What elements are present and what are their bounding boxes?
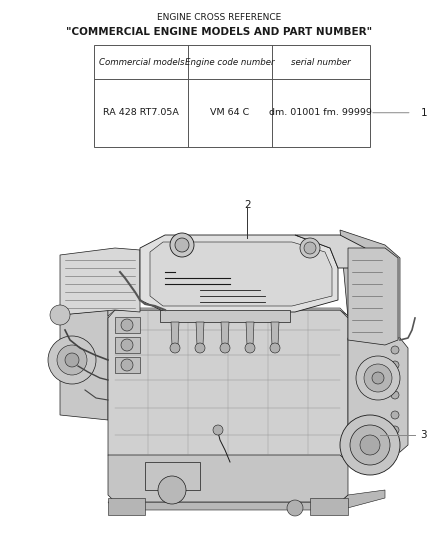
Ellipse shape bbox=[50, 305, 70, 325]
Text: 2: 2 bbox=[244, 200, 251, 210]
Bar bbox=[94, 45, 370, 147]
Polygon shape bbox=[108, 310, 348, 462]
Text: dm. 01001 fm. 99999: dm. 01001 fm. 99999 bbox=[269, 108, 372, 117]
Ellipse shape bbox=[304, 242, 316, 254]
Polygon shape bbox=[145, 462, 200, 490]
Polygon shape bbox=[115, 337, 140, 353]
Ellipse shape bbox=[350, 425, 390, 465]
Polygon shape bbox=[140, 235, 338, 312]
Ellipse shape bbox=[391, 411, 399, 419]
Ellipse shape bbox=[158, 476, 186, 504]
Polygon shape bbox=[196, 322, 204, 345]
Text: Commercial models: Commercial models bbox=[99, 58, 184, 67]
Ellipse shape bbox=[170, 233, 194, 257]
Polygon shape bbox=[28, 215, 405, 522]
Text: Engine code number: Engine code number bbox=[185, 58, 275, 67]
Polygon shape bbox=[171, 322, 179, 345]
Ellipse shape bbox=[391, 391, 399, 399]
Ellipse shape bbox=[287, 500, 303, 516]
Ellipse shape bbox=[195, 343, 205, 353]
Ellipse shape bbox=[121, 359, 133, 371]
Text: VM 64 C: VM 64 C bbox=[210, 108, 250, 117]
Text: RA 428 RT7.05A: RA 428 RT7.05A bbox=[103, 108, 179, 117]
Polygon shape bbox=[108, 308, 348, 316]
Polygon shape bbox=[295, 235, 370, 268]
Ellipse shape bbox=[245, 343, 255, 353]
Ellipse shape bbox=[170, 343, 180, 353]
Ellipse shape bbox=[220, 343, 230, 353]
Ellipse shape bbox=[48, 336, 96, 384]
Polygon shape bbox=[310, 498, 348, 515]
Polygon shape bbox=[340, 230, 400, 462]
Polygon shape bbox=[115, 357, 140, 373]
Ellipse shape bbox=[65, 353, 79, 367]
Ellipse shape bbox=[364, 364, 392, 392]
Polygon shape bbox=[60, 310, 108, 420]
Polygon shape bbox=[246, 322, 254, 345]
Polygon shape bbox=[115, 317, 140, 333]
Ellipse shape bbox=[340, 415, 400, 475]
Ellipse shape bbox=[213, 425, 223, 435]
Polygon shape bbox=[108, 490, 385, 510]
Ellipse shape bbox=[270, 343, 280, 353]
Polygon shape bbox=[150, 242, 332, 306]
Polygon shape bbox=[108, 455, 348, 502]
Polygon shape bbox=[221, 322, 229, 345]
Text: 3: 3 bbox=[420, 430, 427, 440]
Ellipse shape bbox=[121, 319, 133, 331]
Text: serial number: serial number bbox=[291, 58, 351, 67]
Ellipse shape bbox=[57, 345, 87, 375]
Text: "COMMERCIAL ENGINE MODELS AND PART NUMBER": "COMMERCIAL ENGINE MODELS AND PART NUMBE… bbox=[66, 27, 372, 37]
Ellipse shape bbox=[391, 346, 399, 354]
Text: 1: 1 bbox=[420, 108, 427, 118]
Polygon shape bbox=[60, 248, 140, 315]
Ellipse shape bbox=[391, 376, 399, 384]
Ellipse shape bbox=[121, 339, 133, 351]
Polygon shape bbox=[348, 338, 408, 455]
Ellipse shape bbox=[391, 426, 399, 434]
Ellipse shape bbox=[372, 372, 384, 384]
Text: ENGINE CROSS REFERENCE: ENGINE CROSS REFERENCE bbox=[157, 13, 281, 22]
Ellipse shape bbox=[391, 361, 399, 369]
Ellipse shape bbox=[360, 435, 380, 455]
Polygon shape bbox=[271, 322, 279, 345]
Polygon shape bbox=[160, 310, 290, 322]
Ellipse shape bbox=[175, 238, 189, 252]
Polygon shape bbox=[348, 248, 398, 345]
Ellipse shape bbox=[356, 356, 400, 400]
Polygon shape bbox=[108, 498, 145, 515]
Ellipse shape bbox=[300, 238, 320, 258]
